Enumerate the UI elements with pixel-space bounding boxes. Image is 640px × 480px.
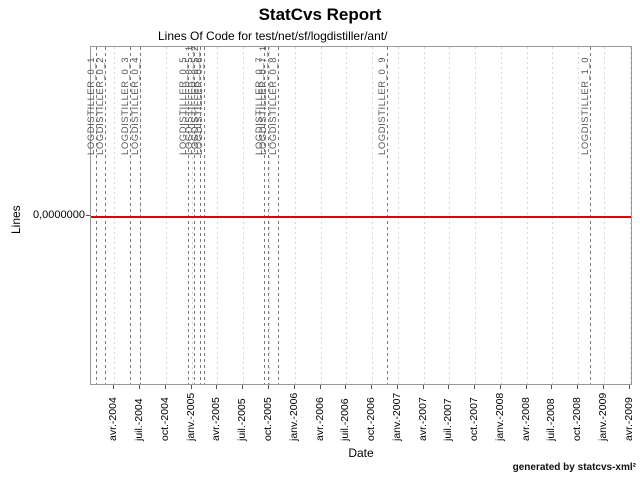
quarter-gridline [294,47,296,384]
release-tag-line [105,47,106,384]
quarter-gridline [165,47,167,384]
quarter-gridline [372,47,374,384]
quarter-gridline [269,47,271,384]
x-axis-tick [577,385,579,389]
x-axis-tick [293,385,295,389]
release-tag-line [188,47,189,384]
release-tag-label: LOGDISTILLER_0_4 [130,56,141,155]
release-tag-label: LOGDISTILLER_0_6 [194,56,205,155]
chart-subtitle: Lines Of Code for test/net/sf/logdistill… [158,29,388,43]
release-tag-label: LOGDISTILLER_0_9 [377,56,388,155]
x-axis-tick [190,385,192,389]
release-tag-line [130,47,131,384]
x-axis-tick-label: janv.-2007 [390,392,403,441]
release-tag-line [200,47,201,384]
x-axis-tick [268,385,270,389]
release-tag-line [278,47,279,384]
x-axis-tick-label: juil.-2008 [545,398,558,441]
x-axis-tick-label: oct.-2004 [158,397,171,441]
x-axis-tick [628,385,630,389]
x-axis-tick-label: avr.-2004 [107,397,120,441]
quarter-gridline [423,47,425,384]
y-axis-tick-label: 0,0000000 [33,209,85,221]
quarter-gridline [526,47,528,384]
release-tag-line [268,47,269,384]
x-axis-tick-label: avr.-2008 [519,397,532,441]
x-axis-tick-label: janv.-2006 [287,392,300,441]
x-axis-tick [499,385,501,389]
x-axis-tick-label: avr.-2009 [622,397,635,441]
x-axis-tick [345,385,347,389]
quarter-gridline [578,47,580,384]
x-axis-tick [603,385,605,389]
x-axis-tick-label: janv.-2009 [597,392,610,441]
release-tag-line [204,47,205,384]
release-tag-label: LOGDISTILLER_1_0 [580,56,591,155]
quarter-gridline [217,47,219,384]
release-tag-label: LOGDISTILLER_0_8 [268,56,279,155]
release-tag-line [264,47,265,384]
release-tag-label: LOGDISTILLER_0_7_1 [258,45,269,155]
x-axis-title: Date [348,446,374,460]
x-axis-tick-label: oct.-2006 [365,397,378,441]
x-axis-tick-label: janv.-2005 [184,392,197,441]
x-axis-tick [474,385,476,389]
x-axis-tick-label: juil.-2004 [133,398,146,441]
x-axis-tick [371,385,373,389]
x-axis-tick [448,385,450,389]
x-axis-tick-label: juil.-2005 [236,398,249,441]
quarter-gridline [346,47,348,384]
x-axis-tick-label: juil.-2007 [442,398,455,441]
x-axis-tick [164,385,166,389]
quarter-gridline [243,47,245,384]
quarter-gridline [604,47,606,384]
release-tag-line [387,47,388,384]
release-tag-line [194,47,195,384]
x-axis-tick [242,385,244,389]
x-axis-tick-label: avr.-2006 [313,397,326,441]
quarter-gridline [475,47,477,384]
generator-credit: generated by statcvs-xml² [512,462,636,473]
x-axis-tick [525,385,527,389]
release-tag-line [590,47,591,384]
quarter-gridline [114,47,116,384]
page-title: StatCvs Report [258,5,382,24]
x-axis-tick [422,385,424,389]
x-axis-tick [216,385,218,389]
x-axis-tick [139,385,141,389]
x-axis-tick-label: avr.-2007 [416,397,429,441]
quarter-gridline [320,47,322,384]
loc-zero-line [91,216,631,218]
quarter-gridline [397,47,399,384]
x-axis-tick [319,385,321,389]
quarter-gridline [191,47,193,384]
release-tag-line [140,47,141,384]
x-axis-tick-label: juil.-2006 [339,398,352,441]
y-axis-title: Lines [9,205,23,234]
x-axis-tick-label: oct.-2005 [262,397,275,441]
x-axis-tick-label: avr.-2005 [210,397,223,441]
plot-area: LOGDISTILLER_0_1 LOGDISTILLER_0_2 LOGDISTI… [86,45,632,385]
y-axis-tick [86,215,90,216]
x-axis-tick [113,385,115,389]
x-axis-tick-label: oct.-2008 [571,397,584,441]
release-tag-label: LOGDISTILLER_0_2 [95,56,106,155]
x-axis-tick-label: janv.-2008 [493,392,506,441]
x-axis-tick [396,385,398,389]
quarter-gridline [449,47,451,384]
quarter-gridline [500,47,502,384]
release-tag-label: LOGDISTILLER_0_3 [120,56,131,155]
quarter-gridline [629,47,631,384]
release-tag-line [96,47,97,384]
x-axis-tick-label: oct.-2007 [468,397,481,441]
x-axis-tick [551,385,553,389]
quarter-gridline [552,47,554,384]
